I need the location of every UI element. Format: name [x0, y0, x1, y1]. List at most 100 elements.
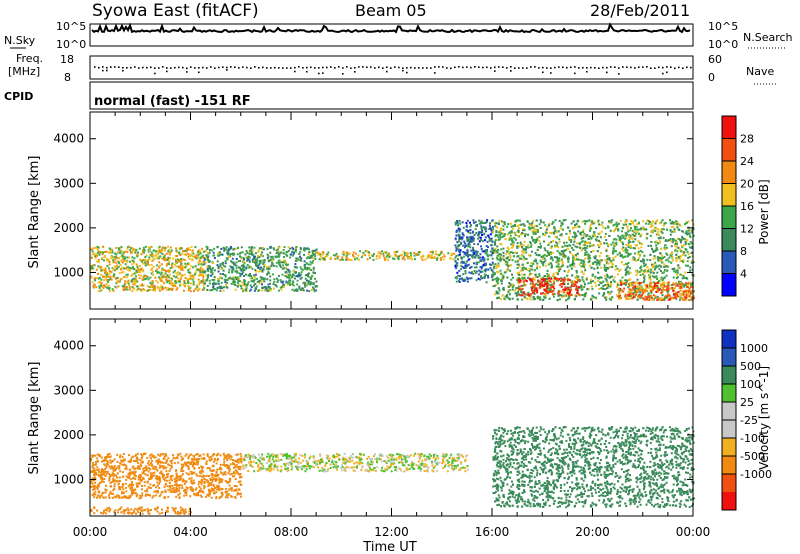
power-cell [169, 288, 172, 290]
power-cell [576, 287, 579, 290]
power-cell [476, 270, 478, 273]
power-cell [157, 251, 160, 254]
power-cell [566, 265, 569, 268]
power-cell [148, 249, 151, 252]
power-cell [686, 233, 689, 236]
power-cell [286, 251, 289, 253]
power-cell [610, 261, 613, 264]
power-cell [673, 228, 676, 231]
power-cell [522, 248, 525, 251]
power-cell [171, 262, 174, 265]
power-cell [298, 287, 301, 290]
power-cell [287, 283, 289, 286]
power-cell [109, 276, 112, 278]
power-cell [513, 289, 516, 292]
power-cell [262, 248, 265, 251]
power-cell [426, 257, 429, 260]
power-cell [687, 292, 689, 295]
power-cell [554, 229, 557, 232]
power-cell [503, 233, 506, 236]
power-cell [264, 277, 267, 280]
power-cell [484, 236, 487, 239]
power-cell [551, 274, 554, 277]
power-cell [296, 289, 299, 292]
power-cell [233, 279, 235, 282]
power-cell [598, 223, 601, 226]
power-cell [480, 239, 483, 241]
power-cell [528, 274, 531, 277]
power-cell [492, 230, 495, 233]
power-cell [295, 246, 298, 248]
power-cell [543, 240, 545, 243]
power-cell [108, 288, 110, 290]
power-cell [550, 245, 553, 248]
power-cell [592, 244, 595, 247]
power-cell [206, 248, 209, 250]
power-cell [259, 279, 262, 282]
power-cell [606, 287, 609, 289]
power-cell [271, 261, 273, 264]
power-cell [589, 244, 592, 247]
power-cell [673, 221, 676, 224]
power-cell [465, 224, 468, 227]
power-cell [314, 285, 317, 288]
power-cell [396, 250, 399, 253]
power-cell [616, 294, 619, 297]
power-cell [517, 263, 520, 266]
power-cell [598, 288, 601, 290]
freq-dot [434, 66, 436, 68]
power-cell [135, 289, 138, 292]
power-cell [551, 232, 554, 235]
power-cell [532, 262, 535, 265]
power-cell [113, 265, 116, 268]
power-cell [606, 267, 608, 270]
power-cell [547, 273, 550, 276]
power-cell [609, 285, 612, 288]
freq-dot [246, 66, 248, 69]
power-cell [496, 258, 499, 261]
power-cell [493, 265, 496, 268]
power-cell [603, 293, 606, 295]
nave-dot [342, 73, 344, 75]
power-cell [115, 264, 118, 267]
power-cell [179, 284, 181, 287]
power-cell [639, 235, 642, 238]
power-cell [212, 251, 215, 254]
power-cell [543, 254, 546, 257]
freq-dot [502, 66, 504, 68]
power-cell [581, 240, 584, 243]
power-cell [614, 237, 617, 240]
power-cell [263, 259, 266, 261]
power-cell [108, 267, 110, 270]
freq-dot [314, 67, 316, 69]
power-cell [496, 251, 499, 254]
power-cell [188, 289, 190, 292]
power-cell [352, 254, 354, 256]
power-cell [422, 254, 425, 257]
power-cell [139, 268, 142, 271]
power-cell [256, 260, 259, 263]
power-cell [489, 233, 492, 236]
power-cell [624, 279, 627, 282]
power-cell [268, 286, 271, 289]
power-cell [581, 294, 584, 296]
power-cell [526, 261, 529, 264]
power-cell [515, 252, 518, 255]
power-cell [660, 276, 663, 279]
power-cell [490, 238, 493, 241]
power-cell [559, 253, 562, 256]
power-cell [632, 256, 635, 259]
power-cell [217, 267, 220, 270]
power-cell [270, 264, 273, 267]
power-cell [245, 289, 248, 292]
power-cell [571, 283, 573, 286]
power-cell [671, 252, 674, 254]
power-cell [394, 253, 397, 256]
power-cell [681, 250, 684, 253]
power-cell [462, 251, 465, 253]
power-cell [293, 289, 296, 292]
power-cell [220, 253, 223, 256]
power-cell [687, 253, 690, 256]
power-cell [588, 254, 591, 257]
power-cell [120, 259, 123, 262]
